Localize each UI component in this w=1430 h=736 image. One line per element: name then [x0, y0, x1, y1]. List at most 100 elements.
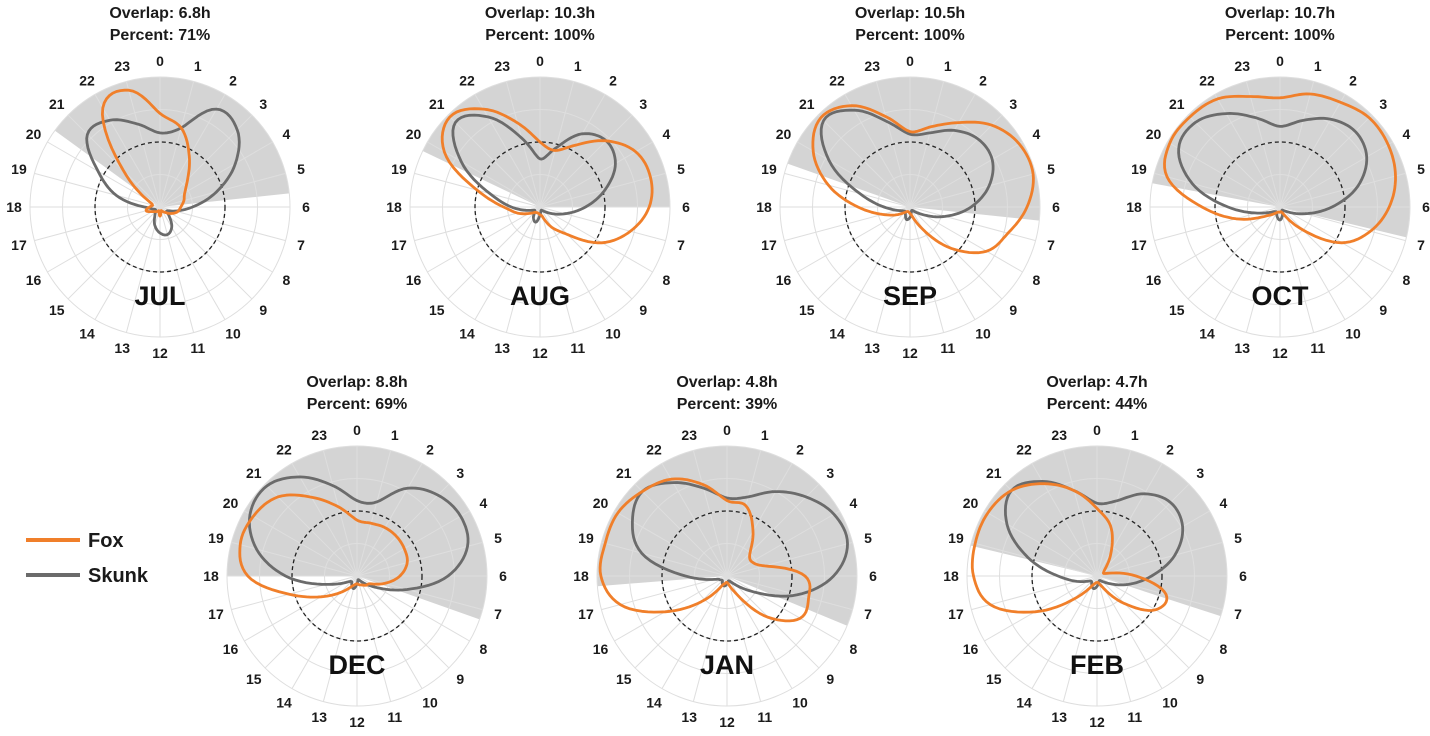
hour-tick-label: 6	[1422, 199, 1430, 215]
hour-tick-label: 18	[203, 568, 219, 584]
hour-tick-label: 23	[864, 58, 880, 74]
grid-spoke	[909, 114, 1003, 208]
hour-tick-label: 4	[1403, 126, 1411, 142]
month-label: JUL	[134, 281, 185, 311]
percent-label: Percent: 100%	[1225, 27, 1334, 44]
hour-tick-label: 0	[1276, 53, 1284, 69]
hour-tick-label: 19	[578, 530, 594, 546]
hour-tick-label: 9	[1009, 302, 1017, 318]
hour-tick-label: 10	[605, 325, 621, 341]
hour-tick-label: 5	[864, 530, 872, 546]
hour-tick-label: 21	[246, 465, 262, 481]
grid-spoke	[1167, 141, 1281, 208]
hour-tick-label: 17	[578, 606, 594, 622]
hour-tick-label: 10	[225, 325, 241, 341]
grid-spoke	[1279, 206, 1346, 320]
series-fox-feb	[970, 482, 1169, 614]
hour-tick-label: 9	[639, 302, 647, 318]
hour-tick-label: 8	[1033, 272, 1041, 288]
hour-tick-label: 14	[829, 325, 845, 341]
panel-aug: 0 1234567891011121314151617181920212223Ov…	[386, 5, 690, 361]
hour-tick-label: 6	[1052, 199, 1060, 215]
grid-spoke	[797, 141, 911, 208]
hour-tick-label: 12	[152, 345, 168, 361]
grid-spoke	[1279, 206, 1393, 273]
hour-tick-label: 12	[532, 345, 548, 361]
hour-tick-label: 7	[297, 237, 305, 253]
hour-tick-label: 15	[429, 302, 445, 318]
grid-spoke	[356, 483, 450, 577]
hour-tick-label: 10	[792, 694, 808, 710]
hour-tick-label: 1	[1131, 427, 1139, 443]
hour-tick-label: 2	[796, 442, 804, 458]
hour-tick-label: 3	[259, 96, 267, 112]
hour-tick-label: 23	[494, 58, 510, 74]
hour-tick-label: 22	[829, 73, 845, 89]
panel-jul: 0 1234567891011121314151617181920212223Ov…	[6, 5, 310, 361]
hour-tick-label: 4	[1033, 126, 1041, 142]
grid-spoke	[539, 114, 633, 208]
hour-tick-label: 2	[426, 442, 434, 458]
hour-tick-label: 18	[1126, 199, 1142, 215]
grid-spoke	[1096, 575, 1210, 642]
grid-spoke	[726, 541, 853, 577]
hour-tick-label: 10	[975, 325, 991, 341]
hour-tick-label: 16	[406, 272, 422, 288]
hour-tick-label: 16	[1146, 272, 1162, 288]
reference-circle	[291, 510, 423, 642]
percent-label: Percent: 71%	[110, 27, 211, 44]
hour-tick-label: 3	[456, 465, 464, 481]
hour-tick-label: 14	[1016, 694, 1032, 710]
hour-tick-label: 14	[459, 325, 475, 341]
hour-tick-label: 20	[593, 495, 609, 511]
hour-tick-label: 0	[1093, 422, 1101, 438]
month-label: JAN	[700, 650, 754, 680]
hour-tick-label: 11	[757, 709, 772, 725]
hour-tick-label: 12	[349, 714, 365, 730]
hour-tick-label: 3	[826, 465, 834, 481]
hour-tick-label: 18	[943, 568, 959, 584]
grid-spoke	[414, 206, 541, 242]
month-label: SEP	[883, 281, 937, 311]
hour-tick-label: 21	[986, 465, 1002, 481]
percent-label: Percent: 69%	[307, 396, 408, 413]
hour-tick-label: 5	[1417, 161, 1425, 177]
hour-tick-label: 21	[1169, 96, 1185, 112]
hour-tick-label: 12	[1089, 714, 1105, 730]
grid-spoke	[1096, 541, 1223, 577]
hour-tick-label: 6	[499, 568, 507, 584]
hour-tick-label: 4	[850, 495, 858, 511]
grid-spoke	[356, 541, 483, 577]
hour-tick-label: 8	[1220, 641, 1228, 657]
panel-sep: 0 1234567891011121314151617181920212223Ov…	[756, 5, 1060, 361]
hour-tick-label: 15	[986, 671, 1002, 687]
hour-tick-label: 10	[1345, 325, 1361, 341]
grid-spoke	[244, 510, 358, 577]
hour-tick-label: 17	[11, 237, 27, 253]
hour-tick-label: 2	[609, 73, 617, 89]
hour-tick-label: 12	[719, 714, 735, 730]
hour-tick-label: 9	[1379, 302, 1387, 318]
grid-spoke	[539, 206, 653, 273]
series-fox-oct	[1163, 92, 1397, 245]
hour-tick-label: 12	[1272, 345, 1288, 361]
hour-tick-label: 7	[1234, 606, 1242, 622]
grid-spoke	[726, 575, 840, 642]
hour-tick-label: 19	[948, 530, 964, 546]
hour-tick-label: 0	[536, 53, 544, 69]
month-label: OCT	[1252, 281, 1310, 311]
hour-tick-label: 2	[229, 73, 237, 89]
hour-tick-label: 11	[1127, 709, 1142, 725]
hour-tick-label: 15	[246, 671, 262, 687]
grid-spoke	[231, 575, 358, 611]
hour-tick-label: 22	[276, 442, 292, 458]
hour-tick-label: 4	[663, 126, 671, 142]
hour-tick-label: 21	[799, 96, 815, 112]
hour-tick-label: 20	[26, 126, 42, 142]
series-skunk-oct	[1177, 112, 1369, 222]
grid-spoke	[909, 206, 1023, 273]
hour-tick-label: 9	[456, 671, 464, 687]
hour-tick-label: 1	[1314, 58, 1322, 74]
hour-tick-label: 3	[1379, 96, 1387, 112]
